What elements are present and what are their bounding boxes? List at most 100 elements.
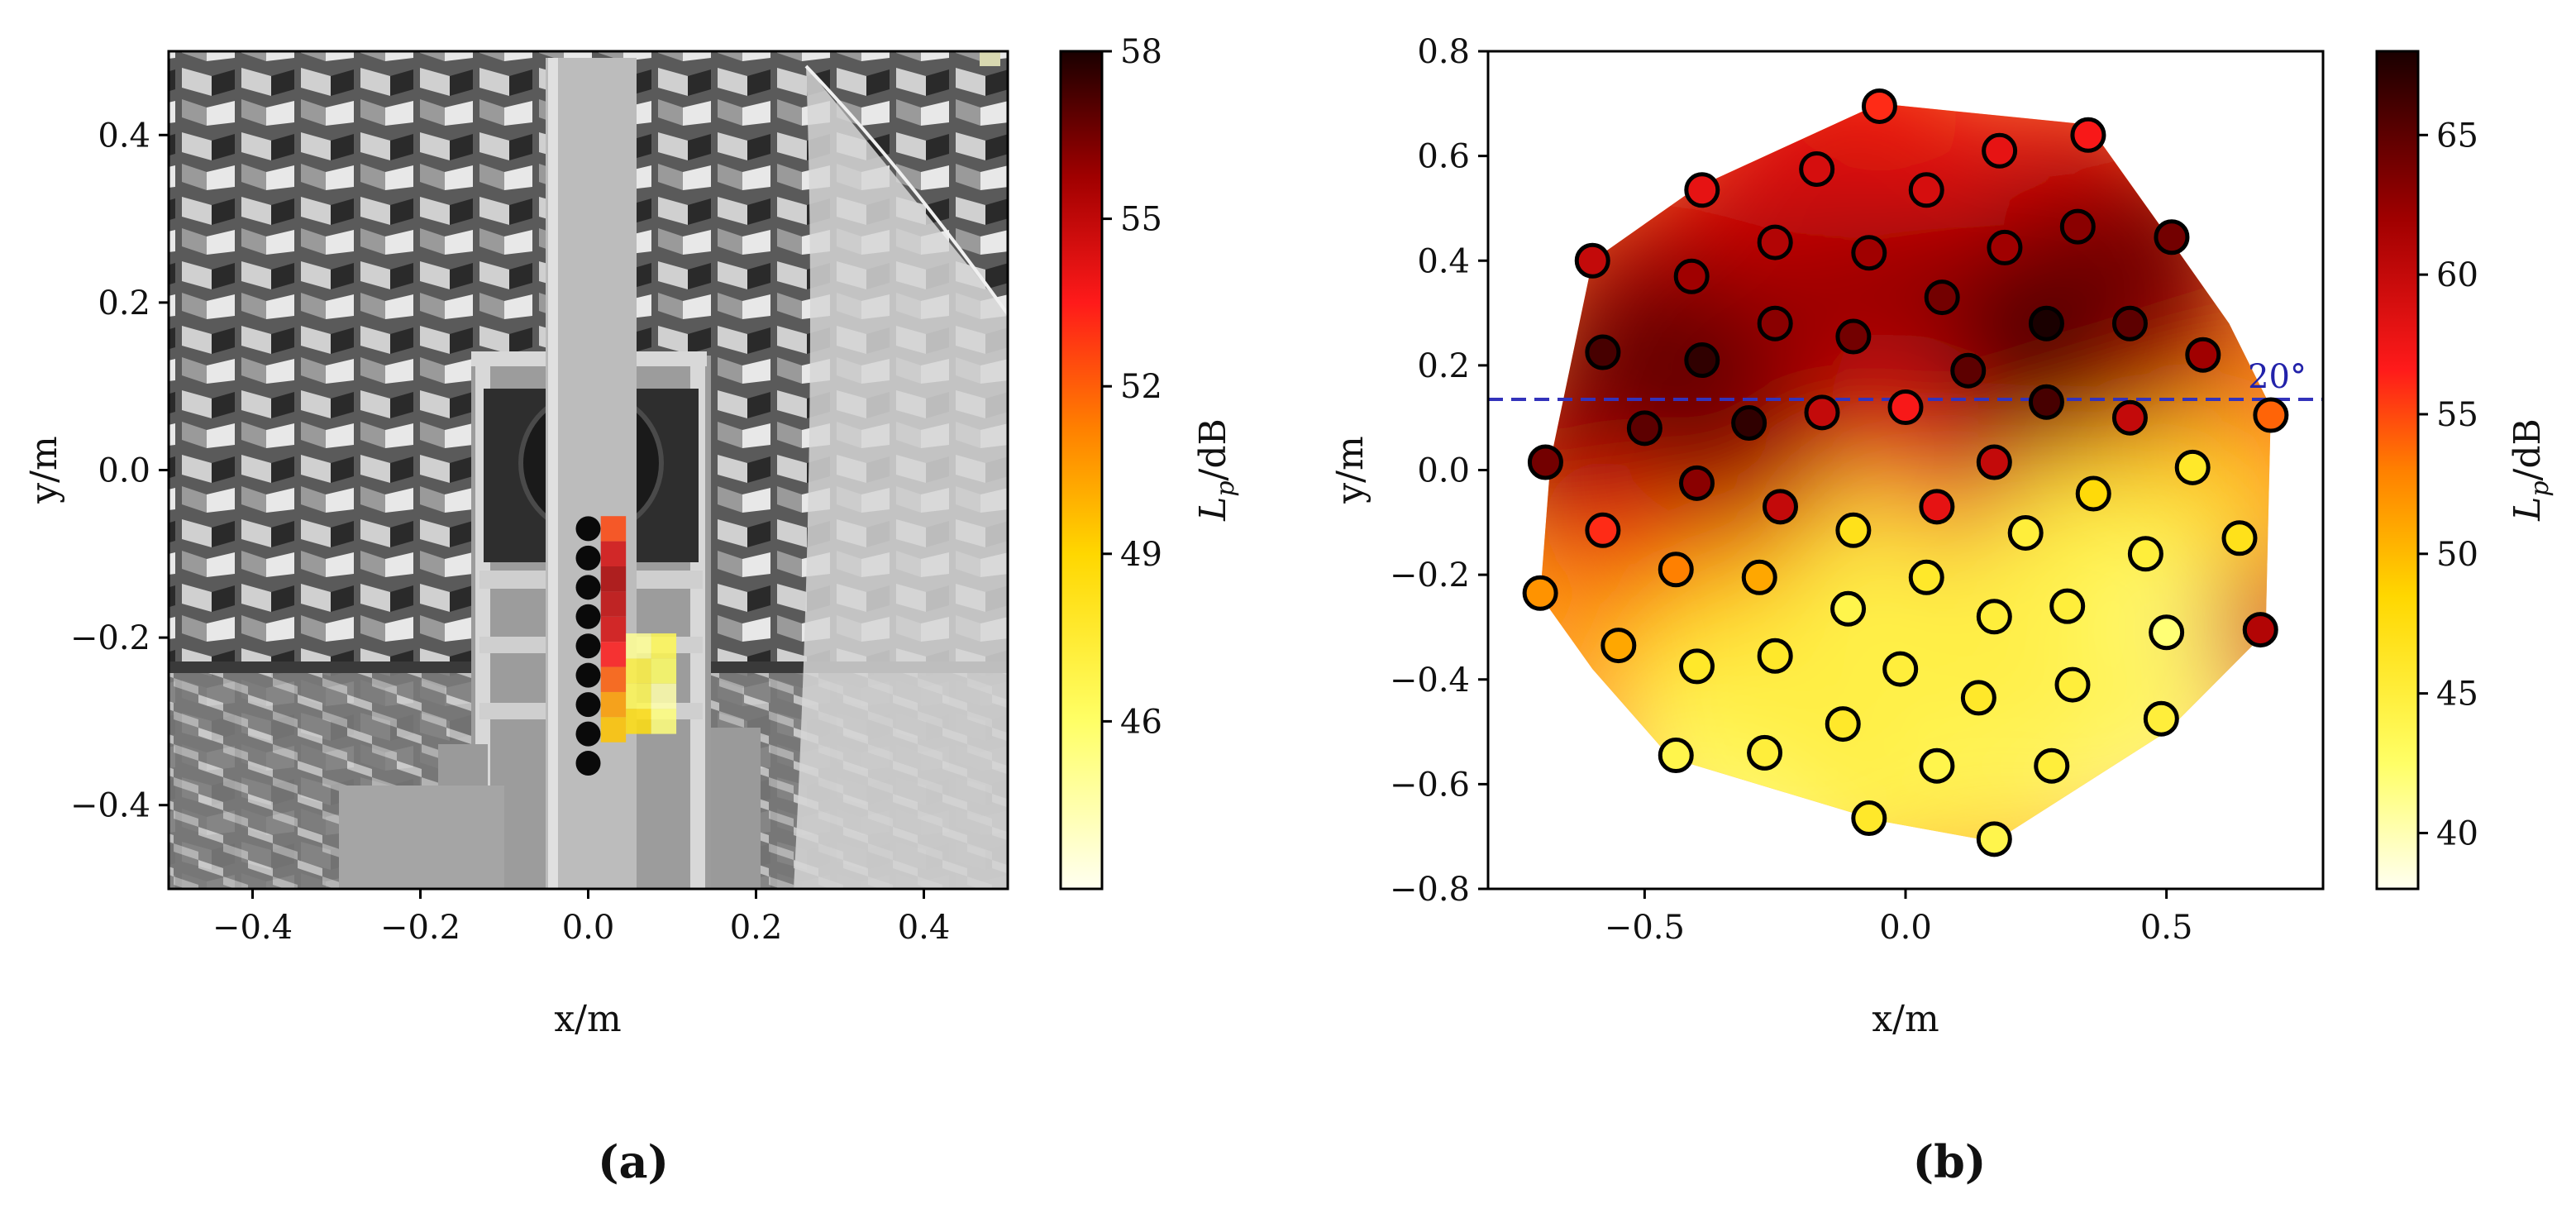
measurement-point	[2028, 384, 2064, 420]
colorbar-tick-label: 50	[2436, 536, 2478, 574]
y-axis-label-b: y/m	[1329, 436, 1371, 504]
measurement-point	[1835, 512, 1872, 548]
chamber-photo	[169, 51, 1008, 889]
measurement-point	[1887, 389, 1924, 426]
colorbar-label-a: Lp/dB	[1192, 418, 1240, 522]
heatmap-cell	[600, 691, 627, 718]
colorbar-tick-label: 58	[1120, 33, 1162, 71]
measurement-point	[2059, 208, 2096, 245]
heatmap-cell	[651, 658, 677, 684]
x-axis-label-a: x/m	[554, 998, 621, 1040]
heatmap-cells	[600, 516, 677, 743]
x-tick-label: 0.0	[562, 909, 615, 947]
measurement-point	[1835, 318, 1872, 355]
measurement-point	[2070, 117, 2106, 153]
x-tick-label: 0.5	[2140, 909, 2193, 947]
measurement-point	[1908, 172, 1944, 208]
x-tick-label: 0.0	[1879, 909, 1932, 947]
y-tick-label: −0.4	[70, 787, 150, 825]
colorbar-a	[1059, 50, 1104, 891]
colorbar-tick-label: 49	[1120, 536, 1162, 574]
heatmap-cell	[600, 642, 627, 667]
measurement-point	[2174, 449, 2211, 485]
x-tick-label: −0.4	[212, 909, 293, 947]
panel-a: −0.4 −0.2 0.0 0.2 0.4 0.40.20.0−0.2−0.4 x/m …	[23, 33, 1240, 1188]
measurement-point	[1799, 150, 1835, 187]
x-axis-a: −0.4 −0.2 0.0 0.2 0.4	[212, 889, 950, 947]
colorbar-tick-label: 45	[2436, 676, 2478, 714]
measurement-point	[1830, 590, 1867, 627]
caption-a: (a)	[598, 1135, 669, 1188]
microphone-points	[1522, 88, 2289, 857]
measurement-point	[1919, 747, 1955, 784]
y-tick-label: 0.8	[1417, 33, 1470, 71]
measurement-point	[1684, 342, 1720, 379]
measurement-point	[2221, 520, 2258, 556]
measurement-point	[1851, 800, 1887, 837]
microphone-dot	[575, 575, 601, 600]
y-tick-label: 0.2	[98, 284, 150, 322]
angle-annotation: 20°	[2248, 358, 2306, 396]
x-tick-label: −0.2	[380, 909, 460, 947]
y-tick-label: −0.4	[1390, 661, 1470, 700]
measurement-point	[1908, 559, 1944, 595]
measurement-point	[2007, 514, 2044, 551]
y-tick-label: −0.6	[1390, 766, 1470, 804]
heatmap-cell	[626, 709, 651, 734]
measurement-point	[1747, 734, 1783, 771]
measurement-point	[1976, 599, 2012, 635]
measurement-point	[1600, 628, 1637, 664]
microphone-dot	[575, 604, 601, 629]
measurement-point	[2253, 397, 2289, 433]
y-tick-label: −0.2	[70, 619, 150, 657]
measurement-point	[1757, 224, 1793, 260]
x-axis-b: −0.5 0.0 0.5	[1605, 889, 2193, 947]
heatmap-cell	[600, 666, 627, 692]
microphone-dot	[575, 545, 601, 571]
heatmap-cell	[600, 566, 627, 592]
y-axis-a: 0.4 0.2 0.0 −0.2 −0.4	[70, 117, 169, 825]
y-tick-label: 0.4	[98, 117, 150, 155]
colorbar-tick-label: 55	[2436, 396, 2478, 434]
measurement-point	[2034, 747, 2070, 784]
measurement-point	[1924, 279, 1960, 316]
heatmap-cell	[626, 658, 651, 684]
microphone-mast	[546, 58, 637, 889]
measurement-point	[1527, 444, 1563, 480]
measurement-point	[2049, 588, 2086, 624]
heatmap-cell	[651, 633, 677, 659]
caption-b: (b)	[1913, 1135, 1987, 1188]
measurement-point	[1658, 738, 1694, 774]
x-tick-label: −0.5	[1605, 909, 1685, 947]
measurement-point	[1987, 229, 2023, 265]
measurement-point	[1731, 405, 1767, 442]
measurement-point	[1976, 821, 2012, 857]
measurement-point	[2028, 305, 2064, 341]
measurement-point	[1804, 394, 1840, 431]
y-tick-label: 0.0	[98, 452, 150, 490]
colorbar-tick-label: 40	[2436, 814, 2478, 852]
measurement-point	[1757, 305, 1793, 341]
heatmap-cell	[600, 516, 627, 542]
mesh-screen	[794, 66, 1008, 889]
measurement-point	[1763, 489, 1798, 525]
colorbar-tick-label: 52	[1120, 368, 1162, 406]
y-tick-label: 0.0	[1417, 452, 1470, 490]
heatmap-cell	[651, 709, 677, 734]
heatmap-cell	[600, 541, 627, 566]
colorbar-tick-label: 55	[1120, 201, 1162, 239]
y-axis-label-a: y/m	[23, 436, 65, 504]
measurement-point	[2127, 536, 2163, 572]
measurement-point	[1574, 242, 1610, 279]
microphone-dot	[575, 633, 601, 659]
heatmap-cell	[600, 616, 627, 642]
colorbar-ticks-a: 58 55 52 49 46	[1102, 33, 1162, 741]
microphone-dot	[575, 751, 601, 776]
measurement-point	[2185, 337, 2221, 373]
y-tick-label: −0.2	[1390, 556, 1470, 595]
colorbar-b	[2375, 50, 2420, 891]
measurement-point	[2149, 614, 2185, 651]
colorbar-tick-label: 65	[2436, 117, 2478, 155]
measurement-point	[1982, 132, 2018, 169]
measurement-point	[2054, 666, 2091, 703]
